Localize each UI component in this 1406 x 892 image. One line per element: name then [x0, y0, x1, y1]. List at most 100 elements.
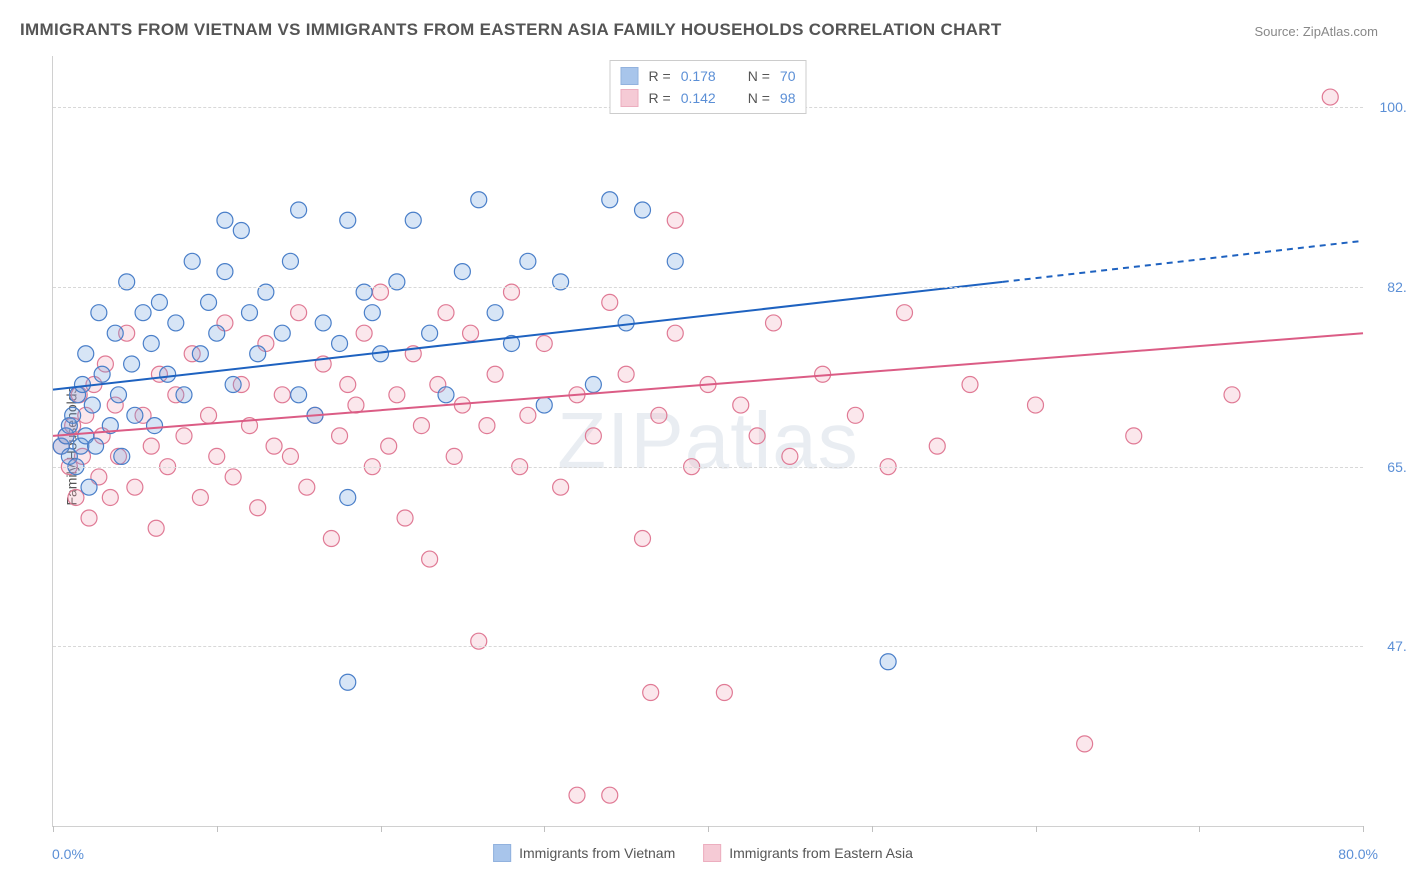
scatter-point: [618, 315, 634, 331]
scatter-point: [389, 387, 405, 403]
scatter-point: [454, 264, 470, 280]
x-tick: [381, 826, 382, 832]
trend-line-extrapolated: [1003, 241, 1363, 282]
scatter-point: [929, 438, 945, 454]
scatter-point: [201, 294, 217, 310]
scatter-point: [471, 192, 487, 208]
scatter-point: [250, 346, 266, 362]
scatter-point: [225, 469, 241, 485]
y-tick-label: 65.0%: [1367, 459, 1406, 475]
scatter-point: [127, 407, 143, 423]
chart-svg: [53, 56, 1363, 826]
scatter-point: [217, 264, 233, 280]
scatter-point: [340, 212, 356, 228]
scatter-point: [323, 531, 339, 547]
scatter-point: [143, 335, 159, 351]
scatter-point: [78, 346, 94, 362]
scatter-point: [487, 366, 503, 382]
n-label: N =: [748, 68, 770, 84]
scatter-point: [1028, 397, 1044, 413]
scatter-point: [356, 325, 372, 341]
scatter-point: [88, 438, 104, 454]
source-prefix: Source:: [1254, 24, 1302, 39]
source-link[interactable]: ZipAtlas.com: [1303, 24, 1378, 39]
x-tick: [1036, 826, 1037, 832]
scatter-point: [553, 479, 569, 495]
scatter-point: [81, 510, 97, 526]
scatter-point: [81, 479, 97, 495]
scatter-point: [733, 397, 749, 413]
x-tick: [708, 826, 709, 832]
gridline: [53, 646, 1363, 647]
scatter-point: [1224, 387, 1240, 403]
scatter-point: [192, 489, 208, 505]
scatter-point: [282, 448, 298, 464]
scatter-point: [184, 253, 200, 269]
legend-item-vietnam: Immigrants from Vietnam: [493, 844, 675, 862]
scatter-point: [151, 294, 167, 310]
scatter-point: [274, 325, 290, 341]
scatter-point: [381, 438, 397, 454]
scatter-point: [201, 407, 217, 423]
scatter-point: [602, 787, 618, 803]
scatter-point: [749, 428, 765, 444]
scatter-point: [602, 294, 618, 310]
y-tick-label: 47.5%: [1367, 638, 1406, 654]
scatter-point: [520, 253, 536, 269]
scatter-point: [880, 654, 896, 670]
scatter-point: [520, 407, 536, 423]
scatter-point: [168, 315, 184, 331]
scatter-point: [422, 551, 438, 567]
scatter-point: [1077, 736, 1093, 752]
r-value: 0.178: [681, 68, 716, 84]
gridline: [53, 287, 1363, 288]
gridline: [53, 467, 1363, 468]
scatter-point: [340, 489, 356, 505]
scatter-point: [209, 325, 225, 341]
scatter-point: [962, 377, 978, 393]
scatter-point: [274, 387, 290, 403]
y-tick-label: 100.0%: [1367, 99, 1406, 115]
scatter-point: [716, 685, 732, 701]
x-tick: [217, 826, 218, 832]
scatter-point: [618, 366, 634, 382]
scatter-point: [667, 212, 683, 228]
n-value: 70: [780, 68, 796, 84]
scatter-point: [299, 479, 315, 495]
scatter-point: [332, 335, 348, 351]
scatter-point: [602, 192, 618, 208]
correlation-legend: R = 0.178 N = 70 R = 0.142 N = 98: [610, 60, 807, 114]
scatter-point: [291, 305, 307, 321]
scatter-point: [487, 305, 503, 321]
scatter-point: [405, 212, 421, 228]
scatter-point: [147, 418, 163, 434]
r-label: R =: [649, 90, 671, 106]
scatter-point: [192, 346, 208, 362]
x-tick: [53, 826, 54, 832]
scatter-point: [422, 325, 438, 341]
y-tick-label: 82.5%: [1367, 279, 1406, 295]
x-tick: [544, 826, 545, 832]
scatter-point: [651, 407, 667, 423]
n-label: N =: [748, 90, 770, 106]
scatter-point: [217, 212, 233, 228]
x-tick: [1363, 826, 1364, 832]
scatter-point: [242, 305, 258, 321]
legend-label: Immigrants from Eastern Asia: [729, 845, 913, 861]
scatter-point: [438, 305, 454, 321]
legend-swatch-icon: [621, 89, 639, 107]
scatter-point: [114, 448, 130, 464]
scatter-point: [124, 356, 140, 372]
scatter-point: [225, 377, 241, 393]
x-axis-max-label: 80.0%: [1338, 846, 1378, 862]
scatter-point: [266, 438, 282, 454]
legend-swatch-icon: [703, 844, 721, 862]
scatter-point: [897, 305, 913, 321]
scatter-point: [348, 397, 364, 413]
scatter-point: [585, 428, 601, 444]
x-tick: [1199, 826, 1200, 832]
legend-swatch-icon: [493, 844, 511, 862]
scatter-point: [536, 335, 552, 351]
scatter-point: [463, 325, 479, 341]
scatter-point: [585, 377, 601, 393]
